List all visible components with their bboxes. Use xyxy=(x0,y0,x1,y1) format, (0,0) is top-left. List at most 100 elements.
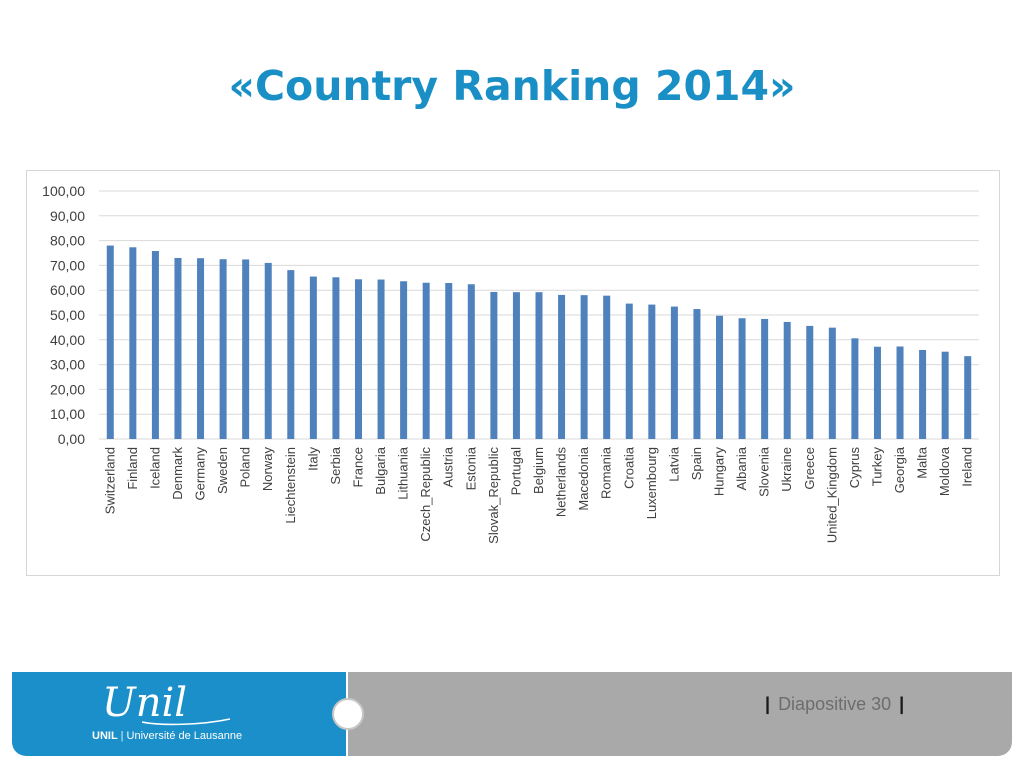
x-tick-label: Slovenia xyxy=(757,446,772,497)
bar-macedonia xyxy=(580,295,588,439)
bar-belgium xyxy=(535,292,543,439)
bar-romania xyxy=(603,295,611,439)
x-tick-label: Netherlands xyxy=(554,447,569,518)
bar-italy xyxy=(309,276,317,439)
footer-divider-circle xyxy=(332,698,364,730)
x-tick-label: Switzerland xyxy=(102,447,117,514)
x-tick-label: Liechtenstein xyxy=(283,447,298,524)
x-tick-label: Romania xyxy=(599,446,614,499)
bar-sweden xyxy=(219,259,227,439)
bar-albania xyxy=(738,318,746,439)
bar-cyprus xyxy=(851,338,859,439)
slide-number-text: Diapositive 30 xyxy=(778,694,892,714)
bar-hungary xyxy=(716,315,724,439)
slide-number-bar-right: | xyxy=(899,694,905,714)
y-tick-label: 10,00 xyxy=(50,406,85,422)
bar-georgia xyxy=(896,346,904,439)
y-tick-label: 90,00 xyxy=(50,208,85,224)
bar-turkey xyxy=(873,346,881,439)
x-tick-label: Lithuania xyxy=(396,446,411,500)
x-tick-label: Portugal xyxy=(508,447,523,496)
x-tick-label: Hungary xyxy=(712,447,727,497)
chart-frame: 0,00 10,00 20,00 30,00 40,00 50,00 60,00 70,00 8… xyxy=(26,170,1000,576)
x-tick-label: Ukraine xyxy=(779,447,794,492)
x-tick-label: Turkey xyxy=(869,447,884,487)
bar-denmark xyxy=(174,257,182,439)
y-tick-label: 80,00 xyxy=(50,233,85,249)
bar-ireland xyxy=(964,356,972,439)
bar-ukraine xyxy=(783,321,791,439)
y-tick-label: 40,00 xyxy=(50,332,85,348)
bar-finland xyxy=(129,247,137,439)
slide-number-bar-left: | xyxy=(765,694,771,714)
bar-malta xyxy=(919,349,927,439)
bar-france xyxy=(354,279,362,439)
bar-norway xyxy=(264,262,272,439)
logo-separator: | xyxy=(120,730,124,742)
bar-greece xyxy=(806,325,814,439)
bar-portugal xyxy=(512,292,520,439)
logo-university-name: Université de Lausanne xyxy=(126,730,243,742)
x-tick-label: Iceland xyxy=(147,447,162,489)
bar-latvia xyxy=(670,306,678,439)
x-tick-label: Luxembourg xyxy=(644,447,659,519)
x-tick-label: Sweden xyxy=(215,447,230,494)
logo-short-name: UNIL xyxy=(92,730,118,742)
slide-title: «Country Ranking 2014» xyxy=(228,62,796,110)
x-tick-label: Germany xyxy=(193,447,208,501)
x-tick-label: France xyxy=(350,447,365,487)
x-tick-label: Poland xyxy=(238,447,253,487)
bar-switzerland xyxy=(106,245,114,439)
bar-spain xyxy=(693,309,701,439)
x-tick-label: Italy xyxy=(305,447,320,471)
footer-info-panel: | Diapositive 30 | xyxy=(348,672,1012,756)
x-tick-label: Ireland xyxy=(960,447,975,487)
x-tick-label: Serbia xyxy=(328,446,343,484)
unil-logo-script: Unil xyxy=(102,680,188,726)
x-tick-label: United_Kingdom xyxy=(824,447,839,543)
logo-swoosh-icon xyxy=(142,718,231,726)
x-tick-label: Denmark xyxy=(170,447,185,500)
x-tick-label: Latvia xyxy=(666,446,681,481)
footer-logo-panel: Unil UNIL | Université de Lausanne xyxy=(12,672,346,756)
bar-moldova xyxy=(941,351,949,439)
y-tick-label: 60,00 xyxy=(50,282,85,298)
x-tick-label: Georgia xyxy=(892,446,907,493)
y-tick-label: 0,00 xyxy=(58,431,85,447)
x-tick-label: Macedonia xyxy=(576,446,591,510)
bar-bulgaria xyxy=(377,279,385,439)
x-tick-label: Slovak_Republic xyxy=(486,447,501,544)
x-tick-label: Croatia xyxy=(621,446,636,489)
bar-slovenia xyxy=(761,318,769,439)
bar-czech-republic xyxy=(422,282,430,439)
x-tick-label: Moldova xyxy=(937,446,952,496)
x-tick-label: Austria xyxy=(441,446,456,487)
bar-slovak-republic xyxy=(490,291,498,439)
x-tick-label: Bulgaria xyxy=(373,446,388,494)
x-tick-label: Finland xyxy=(125,447,140,490)
bar-liechtenstein xyxy=(287,270,295,439)
slide-number: | Diapositive 30 | xyxy=(762,694,907,715)
bar-austria xyxy=(445,283,453,439)
y-tick-label: 100,00 xyxy=(42,183,85,199)
x-tick-label: Belgium xyxy=(531,447,546,494)
x-tick-label: Albania xyxy=(734,446,749,490)
bar-iceland xyxy=(151,251,159,439)
y-tick-label: 50,00 xyxy=(50,307,85,323)
y-tick-label: 20,00 xyxy=(50,381,85,397)
y-tick-label: 30,00 xyxy=(50,357,85,373)
bar-chart: 0,00 10,00 20,00 30,00 40,00 50,00 60,00 70,00 8… xyxy=(42,183,979,544)
bar-poland xyxy=(242,259,250,439)
x-tick-label: Malta xyxy=(915,446,930,479)
x-tick-label: Czech_Republic xyxy=(418,447,433,542)
bar-united-kingdom xyxy=(828,327,836,439)
x-tick-label: Estonia xyxy=(463,446,478,490)
logo-subtitle: UNIL | Université de Lausanne xyxy=(92,730,242,742)
bar-luxembourg xyxy=(648,304,656,439)
bar-serbia xyxy=(332,277,340,439)
x-tick-label: Cyprus xyxy=(847,447,862,489)
x-tick-label: Greece xyxy=(802,447,817,490)
x-tick-label: Norway xyxy=(260,447,275,492)
bar-germany xyxy=(197,258,205,439)
x-tick-label: Spain xyxy=(689,447,704,480)
